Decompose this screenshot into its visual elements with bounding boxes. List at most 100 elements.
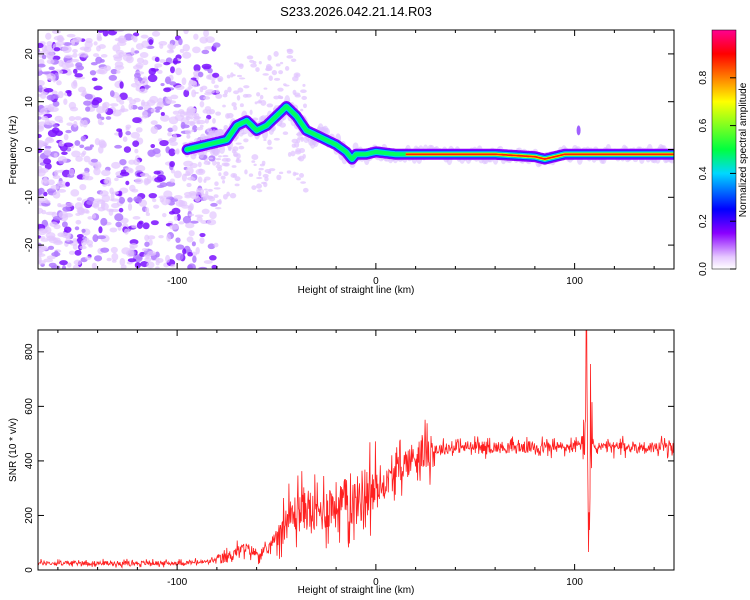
noise-blob xyxy=(231,102,237,107)
noise-blob xyxy=(190,77,197,81)
noise-blob xyxy=(140,34,149,39)
noise-blob xyxy=(118,207,124,213)
noise-blob xyxy=(256,92,261,97)
noise-blob xyxy=(271,70,278,76)
noise-blob xyxy=(207,243,216,250)
noise-blob xyxy=(100,54,108,58)
noise-blob xyxy=(206,74,212,80)
noise-blob xyxy=(211,264,218,269)
noise-blob xyxy=(91,77,98,82)
noise-blob xyxy=(196,187,205,195)
noise-blob xyxy=(156,184,165,189)
noise-blob xyxy=(275,63,281,67)
noise-blob xyxy=(264,176,269,182)
noise-blob xyxy=(93,167,101,176)
noise-blob xyxy=(243,85,250,89)
noise-blob xyxy=(79,144,85,149)
noise-blob xyxy=(150,220,159,226)
noise-blob xyxy=(231,165,237,168)
noise-blob xyxy=(263,138,267,141)
noise-blob xyxy=(297,157,302,160)
noise-blob xyxy=(147,235,156,240)
noise-blob xyxy=(186,182,192,188)
snr-panel: -100 0 100 0 200 400 600 800 Height of straight… xyxy=(8,329,675,596)
noise-blob xyxy=(74,249,82,256)
noise-blob xyxy=(182,43,190,52)
spectrogram-image xyxy=(38,30,674,269)
noise-blob xyxy=(51,90,58,96)
snr-ylabel: SNR (10 * v/v) xyxy=(8,418,19,482)
noise-blob xyxy=(165,76,171,85)
noise-blob xyxy=(170,94,179,100)
noise-blob xyxy=(165,254,171,263)
noise-blob xyxy=(43,191,48,197)
noise-blob xyxy=(139,52,149,59)
noise-blob xyxy=(169,48,174,53)
noise-blob xyxy=(170,66,175,74)
noise-blob xyxy=(212,160,217,166)
noise-blob xyxy=(101,169,111,177)
noise-blob xyxy=(206,109,212,115)
noise-blob xyxy=(57,203,62,208)
noise-blob xyxy=(114,213,124,222)
noise-blob xyxy=(82,150,87,156)
noise-blob xyxy=(273,95,280,100)
noise-blob xyxy=(135,62,144,69)
noise-blob xyxy=(44,145,52,150)
noise-blob xyxy=(48,66,55,71)
noise-blob xyxy=(144,241,150,247)
noise-blob xyxy=(68,168,75,176)
noise-blob xyxy=(46,235,56,241)
noise-blob xyxy=(52,175,61,180)
noise-blob xyxy=(258,60,262,65)
noise-blob xyxy=(81,239,87,246)
noise-blob xyxy=(80,208,89,214)
noise-blob xyxy=(291,143,297,148)
noise-blob xyxy=(97,163,102,168)
noise-blob xyxy=(42,49,49,55)
noise-blob xyxy=(192,81,198,88)
noise-blob xyxy=(173,195,183,200)
noise-blob xyxy=(182,215,192,224)
noise-blob xyxy=(168,148,176,157)
noise-blob xyxy=(300,89,307,93)
noise-blob xyxy=(213,194,219,199)
noise-blob xyxy=(279,61,284,65)
noise-blob xyxy=(87,216,93,220)
noise-blob xyxy=(135,165,146,172)
noise-blob xyxy=(98,44,106,49)
noise-blob xyxy=(286,55,294,59)
noise-blob xyxy=(262,73,269,76)
noise-blob xyxy=(72,52,78,58)
noise-blob xyxy=(134,261,141,269)
noise-blob xyxy=(127,197,133,203)
noise-blob xyxy=(101,194,111,203)
noise-blob xyxy=(190,117,194,120)
noise-blob xyxy=(169,43,174,50)
noise-blob xyxy=(134,50,140,54)
noise-blob xyxy=(193,115,201,120)
noise-blob xyxy=(114,177,119,182)
noise-blob xyxy=(278,70,284,75)
noise-blob xyxy=(41,54,47,60)
noise-blob xyxy=(175,252,184,261)
noise-blob xyxy=(273,77,281,81)
noise-blob xyxy=(110,246,118,254)
noise-blob xyxy=(131,188,139,193)
noise-blob xyxy=(68,250,76,255)
noise-blob xyxy=(85,38,93,44)
noise-blob xyxy=(119,257,126,266)
noise-blob xyxy=(206,219,217,226)
noise-blob xyxy=(148,192,158,199)
noise-blob xyxy=(154,66,159,70)
noise-blob xyxy=(90,158,98,163)
noise-blob xyxy=(209,255,217,261)
noise-blob xyxy=(141,247,148,252)
noise-blob xyxy=(261,160,266,166)
noise-blob xyxy=(260,100,267,106)
noise-blob xyxy=(259,94,264,100)
noise-blob xyxy=(45,32,52,40)
noise-blob xyxy=(128,103,134,111)
noise-blob xyxy=(38,85,43,93)
noise-blob xyxy=(256,100,262,104)
